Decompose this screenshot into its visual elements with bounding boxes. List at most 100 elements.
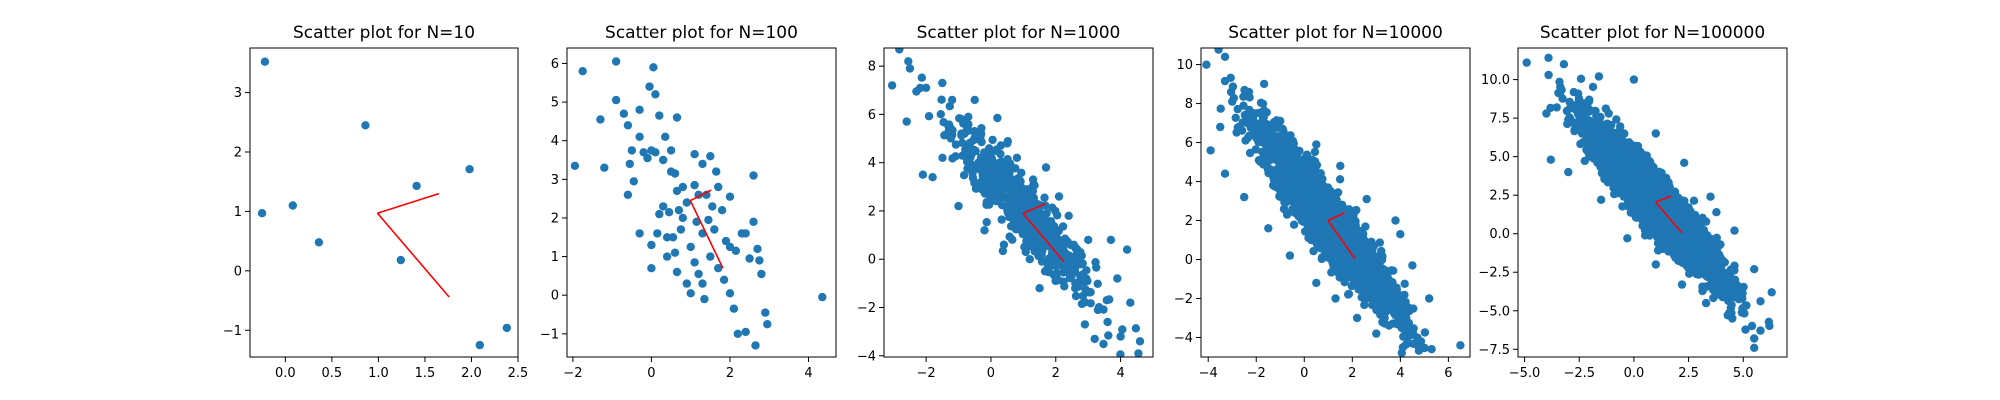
scatter-point — [1122, 245, 1132, 254]
scatter-point — [314, 238, 324, 247]
scatter-point — [755, 256, 764, 265]
cloud-point — [1397, 323, 1406, 333]
scatter-point — [1398, 343, 1408, 352]
scatter-point — [662, 233, 672, 242]
y-tick-label: 0 — [1185, 253, 1193, 268]
cloud-point — [1344, 290, 1353, 299]
cloud-point — [1245, 148, 1255, 158]
scatter-point — [921, 83, 931, 93]
cloud-point — [1047, 248, 1057, 257]
cloud-point — [1066, 255, 1075, 265]
x-tick-label: −2 — [563, 366, 582, 381]
scatter-point — [578, 67, 587, 76]
cloud-point — [1653, 246, 1663, 255]
y-tick-label: 3 — [234, 86, 242, 101]
cloud-point — [1400, 309, 1410, 318]
scatter-point — [1408, 261, 1417, 270]
cloud-point — [1131, 324, 1141, 333]
cloud-point — [1272, 138, 1282, 147]
scatter-point — [1216, 122, 1225, 132]
y-tick-label: 4 — [868, 156, 876, 171]
cloud-point — [1334, 264, 1344, 273]
cloud-point — [1330, 257, 1339, 266]
scatter-point — [647, 264, 656, 273]
scatter-point — [733, 329, 742, 338]
cloud-point — [1044, 254, 1053, 264]
cloud-point — [1031, 207, 1040, 217]
cloud-point — [1014, 173, 1023, 183]
scatter-point — [741, 229, 750, 238]
scatter-point — [1090, 334, 1099, 344]
cloud-point — [1242, 118, 1252, 128]
cloud-point — [1307, 155, 1316, 164]
cloud-point — [1350, 232, 1360, 241]
y-tick-label: 8 — [1185, 97, 1193, 112]
cloud-point — [1009, 219, 1019, 228]
cloud-point — [1292, 207, 1302, 216]
scatter-point — [1113, 274, 1122, 283]
cloud-point — [1612, 115, 1621, 124]
cloud-point — [1333, 188, 1343, 197]
cloud-point — [984, 200, 994, 209]
scatter-point — [717, 206, 727, 215]
cloud-point — [1307, 223, 1316, 233]
scatter-point — [1220, 76, 1230, 86]
cloud-point — [965, 138, 974, 148]
cloud-point — [1397, 316, 1407, 325]
plot-area — [257, 57, 511, 350]
cloud-point — [1077, 299, 1087, 309]
scatter-point — [668, 233, 678, 242]
y-tick-label: 2 — [234, 145, 242, 160]
scatter-point — [993, 194, 1002, 204]
scatter-point — [1051, 269, 1061, 278]
cloud-point — [1420, 328, 1430, 337]
cloud-point — [1060, 234, 1070, 243]
axes-frame — [883, 47, 1154, 358]
scatter-point — [690, 258, 699, 267]
cloud-point — [1261, 133, 1271, 142]
y-tick-label: 1 — [551, 250, 559, 265]
y-tick-label: −1 — [540, 327, 559, 342]
principal-vector-2 — [1022, 212, 1065, 263]
scatter-point — [745, 254, 754, 263]
scatter-point — [1456, 341, 1465, 350]
plot-area — [1202, 48, 1465, 357]
cloud-point — [1216, 104, 1225, 113]
cloud-point — [1380, 319, 1390, 328]
scatter-point — [704, 215, 713, 225]
axes-frame — [566, 47, 837, 358]
scatter-point — [1103, 317, 1112, 327]
cloud-point — [1078, 291, 1088, 301]
cloud-point — [1364, 239, 1374, 248]
x-tick-label: 4 — [1396, 366, 1404, 381]
principal-vector-1 — [1022, 202, 1046, 215]
chart-title: Scatter plot for N=10000 — [1228, 23, 1443, 43]
cloud-point — [1081, 285, 1090, 294]
scatter-point — [938, 78, 947, 88]
scatter-point — [749, 217, 758, 226]
plot-area — [570, 57, 827, 350]
cloud-point — [1310, 147, 1320, 157]
scatter-point — [708, 202, 717, 211]
cloud-point — [1275, 163, 1285, 173]
cloud-point — [1332, 207, 1342, 217]
scatter-point — [1264, 224, 1273, 233]
cloud-point — [1104, 331, 1113, 340]
cloud-point — [1412, 339, 1421, 348]
cloud-point — [1214, 48, 1223, 54]
y-tick-label: 2 — [551, 211, 559, 226]
scatter-point — [714, 264, 723, 273]
cloud-point — [1332, 200, 1341, 210]
cloud-point — [1260, 106, 1269, 115]
x-tick-label: 2 — [1348, 366, 1356, 381]
scatter-point — [757, 269, 766, 279]
cloud-point — [1059, 277, 1068, 286]
scatter-point — [655, 209, 664, 219]
scatter-point — [1054, 192, 1064, 201]
cloud-point — [948, 154, 957, 163]
cloud-point — [982, 218, 991, 227]
cloud-point — [1342, 253, 1352, 262]
scatter-point — [818, 292, 827, 302]
cloud-point — [1289, 139, 1298, 148]
